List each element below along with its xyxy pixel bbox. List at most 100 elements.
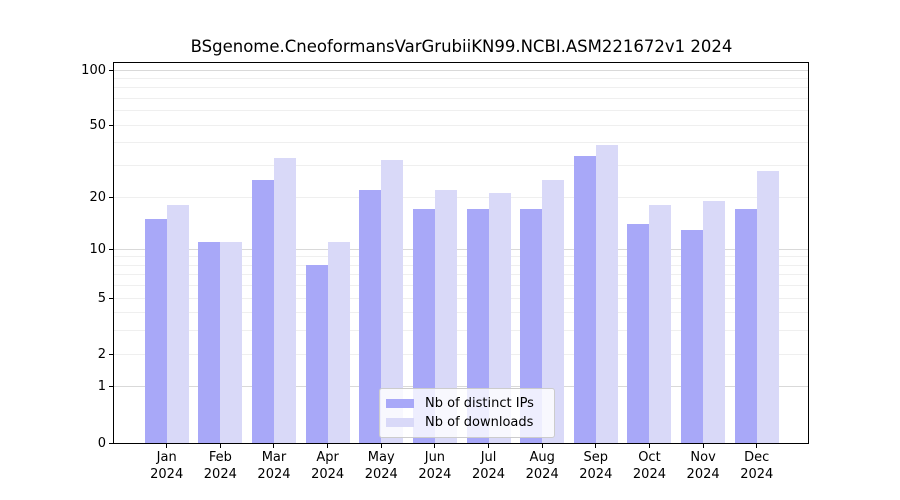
bar-jun-distinct-ips [412, 209, 435, 443]
bar-oct-downloads [649, 205, 672, 443]
bar-jan-distinct-ips [144, 218, 167, 443]
x-tick-label-year: 2024 [471, 466, 506, 482]
bar-nov-distinct-ips [681, 229, 704, 443]
y-tick-mark [109, 69, 113, 71]
minor-gridline [114, 110, 808, 112]
x-tick-label: Jan 2024 [137, 450, 197, 483]
legend: Nb of distinct IPs Nb of downloads [379, 388, 555, 438]
x-tick-label-year: 2024 [525, 466, 559, 482]
y-tick-label: 0 [97, 435, 106, 451]
bar-feb-distinct-ips [198, 242, 221, 443]
x-tick-mark [756, 444, 758, 448]
legend-swatch-downloads-icon [386, 417, 414, 428]
x-tick-label: May 2024 [351, 450, 411, 483]
y-tick-mark [109, 297, 113, 299]
x-tick-mark [702, 444, 704, 448]
bar-dec-distinct-ips [734, 209, 757, 443]
x-tick-label-year: 2024 [686, 466, 720, 482]
legend-item-downloads: Nb of downloads [386, 413, 548, 432]
bar-dec-downloads [756, 170, 779, 443]
minor-gridline [114, 196, 808, 198]
x-tick-label-year: 2024 [364, 466, 398, 482]
minor-gridline [114, 312, 808, 314]
x-tick-label: Sep 2024 [566, 450, 626, 483]
major-gridline [114, 386, 808, 388]
x-tick-mark [273, 444, 275, 448]
x-tick-label: Jun 2024 [405, 450, 465, 483]
bar-feb-downloads [220, 242, 243, 443]
minor-gridline [114, 330, 808, 332]
y-tick-mark [109, 248, 113, 250]
bar-oct-distinct-ips [627, 224, 650, 443]
bar-jun-downloads [434, 189, 457, 443]
x-tick-mark [595, 444, 597, 448]
y-tick-mark [109, 196, 113, 198]
x-tick-label: Jul 2024 [459, 450, 519, 483]
legend-swatch-distinct-ips-icon [386, 398, 414, 409]
x-tick-label: Mar 2024 [244, 450, 304, 483]
x-tick-label: Feb 2024 [190, 450, 250, 483]
y-tick-label: 5 [97, 290, 106, 306]
x-tick-label-year: 2024 [257, 466, 291, 482]
x-tick-mark [166, 444, 168, 448]
major-gridline [114, 69, 808, 71]
bar-sep-distinct-ips [573, 155, 596, 443]
x-tick-mark [434, 444, 436, 448]
y-tick-mark [109, 386, 113, 388]
minor-gridline [114, 78, 808, 80]
bar-mar-downloads [273, 158, 296, 443]
x-tick-mark [327, 444, 329, 448]
bar-jan-downloads [166, 205, 189, 443]
chart-title: BSgenome.CneoformansVarGrubiiKN99.NCBI.A… [190, 37, 733, 56]
bar-aug-downloads [542, 179, 565, 443]
bar-jul-downloads [488, 193, 511, 443]
legend-label-distinct-ips: Nb of distinct IPs [425, 396, 534, 411]
x-tick-label: Dec 2024 [727, 450, 787, 483]
x-tick-label-year: 2024 [579, 466, 613, 482]
bar-mar-distinct-ips [251, 179, 274, 443]
minor-gridline [114, 297, 808, 299]
y-tick-label: 20 [89, 189, 106, 205]
x-tick-mark [541, 444, 543, 448]
x-tick-label-year: 2024 [632, 466, 666, 482]
legend-label-downloads: Nb of downloads [425, 415, 534, 430]
minor-gridline [114, 87, 808, 89]
bar-may-distinct-ips [359, 189, 382, 443]
x-tick-label: Oct 2024 [619, 450, 679, 483]
minor-gridline [114, 165, 808, 167]
bar-apr-distinct-ips [305, 265, 328, 443]
bar-aug-distinct-ips [520, 209, 543, 443]
x-tick-label: Aug 2024 [512, 450, 572, 483]
y-tick-label: 1 [97, 379, 106, 395]
bar-jul-distinct-ips [466, 209, 489, 443]
x-tick-label-year: 2024 [740, 466, 774, 482]
x-tick-mark [488, 444, 490, 448]
bar-sep-downloads [595, 144, 618, 443]
x-tick-label: Apr 2024 [298, 450, 358, 483]
y-tick-label: 10 [89, 241, 106, 257]
bar-may-downloads [381, 160, 404, 443]
minor-gridline [114, 285, 808, 287]
y-tick-label: 50 [89, 117, 106, 133]
y-tick-mark [109, 124, 113, 126]
minor-gridline [114, 142, 808, 144]
minor-gridline [114, 256, 808, 258]
y-tick-label: 100 [81, 62, 106, 78]
x-tick-mark [380, 444, 382, 448]
y-tick-mark [109, 353, 113, 355]
legend-item-distinct-ips: Nb of distinct IPs [386, 394, 548, 413]
minor-gridline [114, 274, 808, 276]
x-tick-label-year: 2024 [150, 466, 184, 482]
x-tick-mark [219, 444, 221, 448]
bar-apr-downloads [327, 242, 350, 443]
x-tick-label-year: 2024 [311, 466, 345, 482]
x-tick-label: Nov 2024 [673, 450, 733, 483]
minor-gridline [114, 124, 808, 126]
x-tick-mark [648, 444, 650, 448]
y-tick-label: 2 [97, 346, 106, 362]
bar-nov-downloads [703, 200, 726, 443]
minor-gridline [114, 98, 808, 100]
y-tick-mark [109, 442, 113, 444]
major-gridline [114, 248, 808, 250]
minor-gridline [114, 264, 808, 266]
